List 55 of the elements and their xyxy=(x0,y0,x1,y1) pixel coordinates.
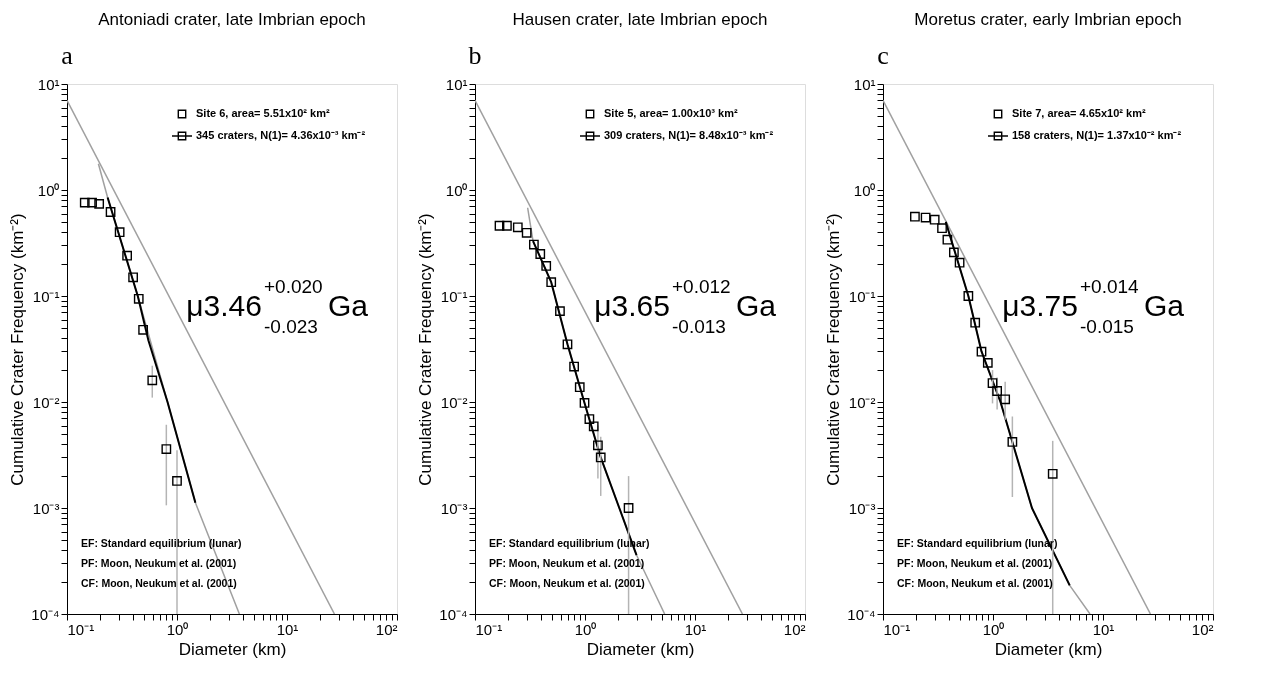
y-tick-label: 10⁻⁴ xyxy=(31,605,60,623)
y-tick-label: 10⁻³ xyxy=(32,499,60,517)
y-tick-label: 10⁻² xyxy=(32,393,60,411)
y-axis-title: Cumulative Crater Frequency (km⁻²) xyxy=(8,213,28,486)
y-tick-label: 10⁻³ xyxy=(848,499,876,517)
annotation: PF: Moon, Neukum et al. (2001) xyxy=(489,557,645,569)
y-tick-label: 10⁻² xyxy=(848,393,876,411)
x-axis-title: Diameter (km) xyxy=(178,639,287,659)
legend-label: Site 5, area= 1.00x10³ km² xyxy=(604,107,738,119)
x-tick-label: 10⁰ xyxy=(166,620,189,638)
x-tick-label: 10⁻¹ xyxy=(883,620,911,638)
y-tick-label: 10¹ xyxy=(37,75,60,93)
y-tick-label: 10⁰ xyxy=(37,181,60,199)
annotation: CF: Moon, Neukum et al. (2001) xyxy=(81,577,237,589)
y-tick-label: 10⁻¹ xyxy=(32,287,60,305)
y-tick-label: 10⁻² xyxy=(440,393,468,411)
x-tick-label: 10² xyxy=(783,620,806,638)
x-tick-label: 10⁻¹ xyxy=(67,620,95,638)
x-tick-label: 10⁻¹ xyxy=(475,620,503,638)
text: c xyxy=(877,41,889,70)
y-tick-label: 10⁻⁴ xyxy=(439,605,468,623)
y-tick-label: 10⁻¹ xyxy=(848,287,876,305)
legend-label: Site 7, area= 4.65x10² km² xyxy=(1012,107,1146,119)
y-tick-label: 10¹ xyxy=(853,75,876,93)
x-tick-label: 10⁰ xyxy=(574,620,597,638)
annotation: PF: Moon, Neukum et al. (2001) xyxy=(897,557,1053,569)
x-tick-label: 10¹ xyxy=(276,620,299,638)
chart-title: Moretus crater, early Imbrian epoch xyxy=(914,10,1182,29)
chart-title: Antoniadi crater, late Imbrian epoch xyxy=(98,10,366,29)
y-tick-label: 10⁻³ xyxy=(440,499,468,517)
x-tick-label: 10¹ xyxy=(1092,620,1115,638)
legend-label: 158 craters, N(1)= 1.37x10⁻² km⁻² xyxy=(1012,129,1182,141)
text: b xyxy=(468,41,482,70)
annotation: CF: Moon, Neukum et al. (2001) xyxy=(489,577,645,589)
legend-label: 345 craters, N(1)= 4.36x10⁻³ km⁻² xyxy=(196,129,366,141)
y-tick-label: 10¹ xyxy=(445,75,468,93)
x-tick-label: 10¹ xyxy=(684,620,707,638)
y-axis-title: Cumulative Crater Frequency (km⁻²) xyxy=(824,213,844,486)
annotation: EF: Standard equilibrium (lunar) xyxy=(81,537,242,549)
x-axis-title: Diameter (km) xyxy=(586,639,695,659)
x-tick-label: 10² xyxy=(1191,620,1214,638)
annotation: PF: Moon, Neukum et al. (2001) xyxy=(81,557,237,569)
chart-title: Hausen crater, late Imbrian epoch xyxy=(512,10,768,29)
y-tick-label: 10⁻¹ xyxy=(440,287,468,305)
x-axis-title: Diameter (km) xyxy=(994,639,1103,659)
y-tick-label: 10⁻⁴ xyxy=(847,605,876,623)
legend-label: Site 6, area= 5.51x10² km² xyxy=(196,107,330,119)
x-tick-label: 10² xyxy=(375,620,398,638)
y-tick-label: 10⁰ xyxy=(445,181,468,199)
y-axis-title: Cumulative Crater Frequency (km⁻²) xyxy=(416,213,436,486)
text: a xyxy=(61,41,74,70)
y-tick-label: 10⁰ xyxy=(853,181,876,199)
legend-label: 309 craters, N(1)= 8.48x10⁻³ km⁻² xyxy=(604,129,774,141)
x-tick-label: 10⁰ xyxy=(982,620,1005,638)
annotation: CF: Moon, Neukum et al. (2001) xyxy=(897,577,1053,589)
